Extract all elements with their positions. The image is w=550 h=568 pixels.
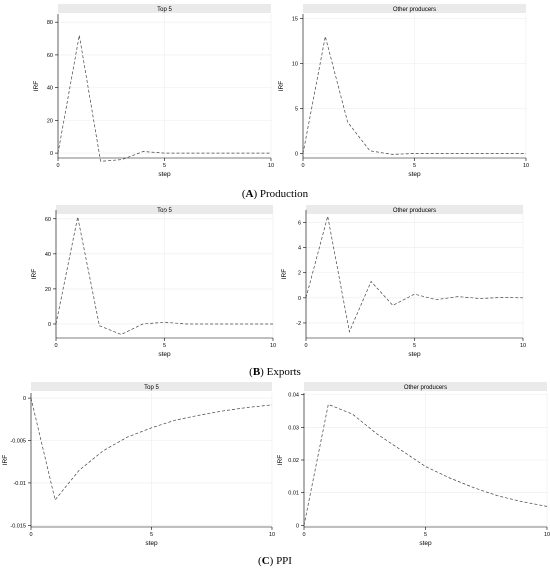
x-tick-label: 5 <box>424 532 427 538</box>
x-axis-label: step <box>408 351 421 358</box>
y-tick-label: 2 <box>298 271 301 277</box>
y-tick-label: 0 <box>296 523 299 529</box>
y-tick-label: 0.04 <box>288 393 299 399</box>
chart-title: Top 5 <box>157 7 172 13</box>
y-axis-label: IRF <box>281 269 288 280</box>
caption-production: (A) Production <box>241 188 309 200</box>
x-tick-label: 10 <box>523 163 529 169</box>
x-tick-label: 10 <box>268 163 274 169</box>
y-axis-label: IRF <box>2 455 9 466</box>
title-strip <box>306 205 523 214</box>
x-tick-label: 0 <box>304 343 307 349</box>
y-tick-label: 4 <box>298 246 301 252</box>
chart-panel-0: Top 5 0 20 40 60 80 0 5 10 step IRF <box>33 4 274 178</box>
caption-exports: (B) Exports <box>249 366 301 378</box>
y-tick-label: 6 <box>298 221 301 227</box>
y-tick-label: 0 <box>23 396 26 402</box>
x-tick-label: 5 <box>150 532 153 538</box>
chart-panel-5: Other producers 0 0.01 0.02 0.03 0.04 0 5 10 step… <box>277 382 550 547</box>
x-tick-label: 10 <box>270 343 276 349</box>
x-axis-label: step <box>408 171 421 178</box>
y-tick-label: 0 <box>298 296 301 302</box>
y-tick-label: 20 <box>45 287 51 293</box>
y-tick-label: 5 <box>295 107 298 113</box>
y-tick-label: 0.01 <box>288 491 299 497</box>
title-strip <box>31 382 272 391</box>
y-tick-label: -0.015 <box>10 523 26 529</box>
chart-panel-1: Other producers 0 5 10 15 0 5 10 step IRF <box>278 4 529 178</box>
chart-title: Other producers <box>404 385 447 391</box>
title-strip <box>303 4 526 13</box>
x-tick-label: 0 <box>301 163 304 169</box>
y-tick-label: 0 <box>48 322 51 328</box>
x-tick-label: 5 <box>163 343 166 349</box>
x-tick-label: 0 <box>56 163 59 169</box>
y-tick-label: 60 <box>47 53 53 59</box>
title-strip <box>304 382 547 391</box>
x-tick-label: 10 <box>544 532 550 538</box>
y-tick-label: 60 <box>45 217 51 223</box>
y-axis-label: IRF <box>278 81 285 92</box>
x-tick-label: 10 <box>269 532 275 538</box>
y-tick-label: 0.03 <box>288 425 299 431</box>
y-tick-label: -2 <box>296 321 301 327</box>
y-axis-label: IRF <box>31 269 38 280</box>
x-axis-label: step <box>145 540 158 547</box>
x-tick-label: 0 <box>54 343 57 349</box>
x-axis-label: step <box>158 351 171 358</box>
y-tick-label: -0.01 <box>13 481 26 487</box>
chart-title: Other producers <box>393 7 436 13</box>
series-line <box>305 216 524 333</box>
y-tick-label: 0 <box>50 151 53 157</box>
series-line <box>55 216 273 335</box>
x-tick-label: 5 <box>163 163 166 169</box>
y-tick-label: 0 <box>295 152 298 158</box>
y-axis-label: IRF <box>277 455 284 466</box>
series-line <box>303 403 548 526</box>
x-tick-label: 5 <box>413 163 416 169</box>
chart-title: Top 5 <box>144 385 159 391</box>
y-tick-label: 15 <box>292 17 298 23</box>
title-strip <box>56 205 273 214</box>
y-tick-label: 40 <box>45 252 51 258</box>
chart-panel-2: Top 5 0 20 40 60 0 5 10 step IRF <box>31 205 276 358</box>
y-tick-label: -0.005 <box>10 438 26 444</box>
x-tick-label: 5 <box>413 343 416 349</box>
x-axis-label: step <box>419 540 432 547</box>
y-tick-label: 0.02 <box>288 458 299 464</box>
y-tick-label: 10 <box>292 62 298 68</box>
y-tick-label: 80 <box>47 20 53 26</box>
title-strip <box>58 4 271 13</box>
caption-ppi: (C) PPI <box>258 555 292 567</box>
series-line <box>30 398 273 501</box>
x-axis-label: step <box>158 171 171 178</box>
x-tick-label: 10 <box>520 343 526 349</box>
y-tick-label: 20 <box>47 118 53 124</box>
chart-title: Top 5 <box>157 208 172 214</box>
y-tick-label: 40 <box>47 86 53 92</box>
y-axis-label: IRF <box>33 81 40 92</box>
x-tick-label: 0 <box>29 532 32 538</box>
x-tick-label: 0 <box>302 532 305 538</box>
